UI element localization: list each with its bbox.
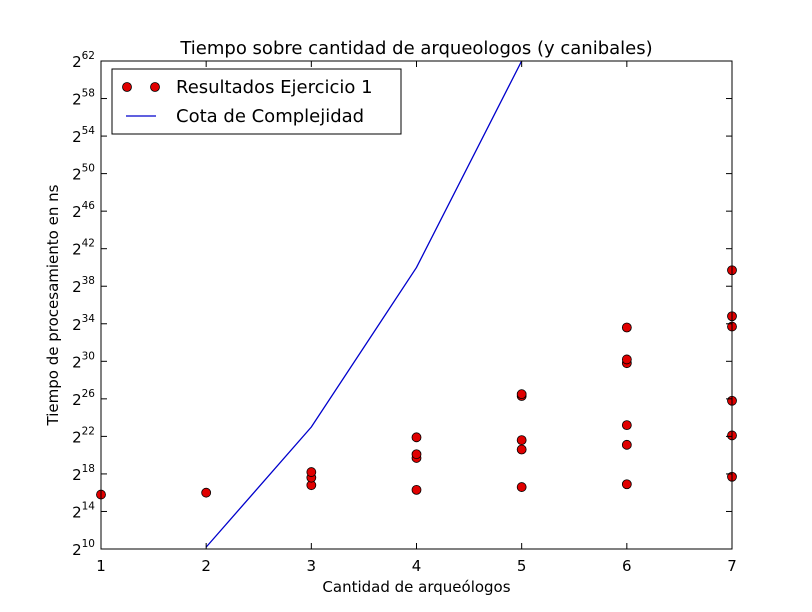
y-tick-label: 218	[72, 463, 95, 484]
x-axis-label: Cantidad de arqueólogos	[322, 578, 510, 596]
y-tick-exponent: 38	[82, 275, 95, 287]
data-point	[621, 479, 632, 490]
x-tick-label: 2	[201, 557, 211, 575]
legend-marker-scatter	[122, 82, 132, 92]
data-point	[621, 420, 632, 431]
y-tick-base: 2	[72, 128, 82, 146]
x-tick-label: 5	[517, 557, 527, 575]
y-tick-exponent: 34	[82, 313, 96, 325]
y-tick-exponent: 10	[82, 538, 95, 550]
y-tick-base: 2	[72, 391, 82, 409]
y-tick-base: 2	[72, 541, 82, 559]
series-line	[205, 61, 523, 548]
data-point	[621, 322, 632, 333]
cota-line	[205, 61, 523, 548]
x-tick-label: 4	[412, 557, 422, 575]
chart-title: Tiempo sobre cantidad de arqueologos (y …	[179, 38, 652, 59]
y-tick-exponent: 50	[82, 163, 95, 175]
data-point	[201, 487, 212, 498]
x-axis: 1 2 3 4 5 6 7	[96, 61, 737, 575]
data-point	[411, 432, 422, 443]
data-point	[516, 389, 527, 400]
legend-label-scatter: Resultados Ejercicio 1	[176, 77, 373, 98]
y-tick-exponent: 14	[82, 500, 96, 512]
y-tick-exponent: 62	[82, 50, 95, 62]
y-tick-base: 2	[72, 53, 82, 71]
x-tick-label: 7	[727, 557, 737, 575]
y-tick-label: 210	[72, 538, 95, 559]
y-tick-base: 2	[72, 503, 82, 521]
y-tick-label: 254	[72, 125, 95, 146]
y-tick-label: 230	[72, 350, 95, 371]
y-tick-exponent: 22	[82, 425, 95, 437]
y-tick-base: 2	[72, 166, 82, 184]
y-axis: 2102142182222262302342382422462502542582…	[72, 50, 732, 559]
y-tick-exponent: 54	[82, 125, 96, 137]
data-point	[411, 484, 422, 495]
y-tick-base: 2	[72, 241, 82, 259]
y-tick-label: 238	[72, 275, 95, 296]
y-tick-base: 2	[72, 278, 82, 296]
y-tick-exponent: 46	[82, 200, 96, 212]
x-tick-label: 1	[96, 557, 106, 575]
y-tick-label: 234	[72, 313, 95, 334]
y-tick-base: 2	[72, 428, 82, 446]
y-tick-label: 222	[72, 425, 95, 446]
legend-label-line: Cota de Complejidad	[176, 106, 364, 127]
data-point	[621, 439, 632, 450]
y-tick-label: 258	[72, 88, 95, 109]
x-tick-label: 6	[622, 557, 632, 575]
y-axis-label: Tiempo de procesamiento en ns	[44, 184, 62, 426]
series-scatter	[96, 265, 737, 500]
data-point	[516, 482, 527, 492]
y-tick-label: 242	[72, 238, 95, 259]
data-point	[516, 435, 527, 446]
y-tick-exponent: 30	[82, 350, 95, 362]
y-tick-label: 250	[72, 163, 95, 184]
y-tick-base: 2	[72, 316, 82, 334]
data-point	[516, 444, 527, 455]
y-tick-label: 246	[72, 200, 95, 221]
y-tick-exponent: 18	[82, 463, 95, 475]
legend-box	[111, 68, 402, 135]
data-point	[621, 354, 632, 365]
y-tick-exponent: 42	[82, 238, 95, 250]
y-tick-base: 2	[72, 203, 82, 221]
data-point	[411, 449, 422, 460]
legend-marker-scatter	[150, 82, 160, 92]
y-tick-label: 262	[72, 50, 95, 71]
y-tick-base: 2	[72, 466, 82, 484]
y-tick-label: 214	[72, 500, 95, 521]
y-tick-exponent: 58	[82, 88, 95, 100]
y-tick-base: 2	[72, 353, 82, 371]
y-tick-label: 226	[72, 388, 95, 409]
legend: Resultados Ejercicio 1 Cota de Complejida…	[111, 68, 402, 135]
x-tick-label: 3	[307, 557, 317, 575]
y-tick-base: 2	[72, 91, 82, 109]
y-tick-exponent: 26	[82, 388, 96, 400]
data-point	[306, 467, 317, 477]
